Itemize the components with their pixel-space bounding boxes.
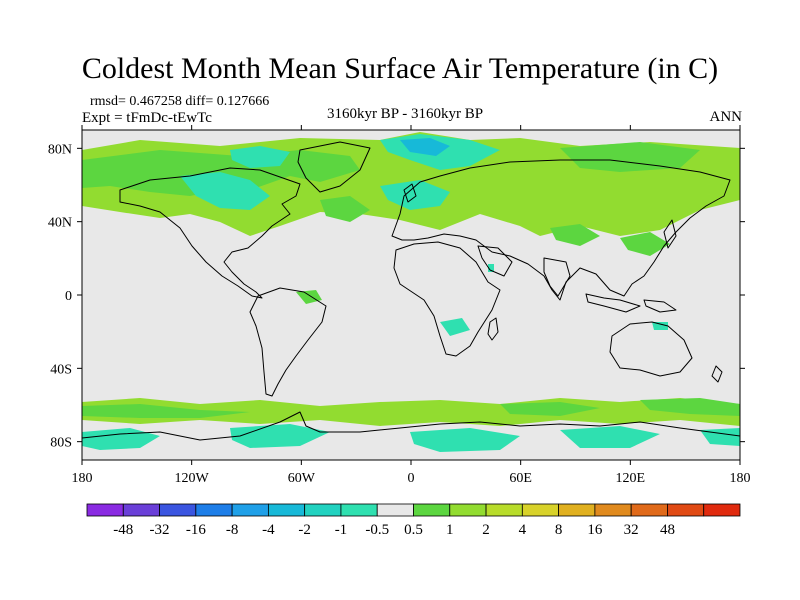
anomaly-patch xyxy=(180,172,270,210)
colorbar-swatch xyxy=(630,503,668,517)
stats-label: rmsd= 0.467258 diff= 0.127666 xyxy=(90,94,270,109)
anomaly-patch xyxy=(400,138,450,156)
colorbar-swatch xyxy=(159,503,197,517)
colorbar-label: -32 xyxy=(150,522,170,538)
coastline-south-america xyxy=(249,287,327,397)
colorbar-label: -4 xyxy=(262,522,275,538)
coastline-madagascar xyxy=(487,317,499,341)
coastline-indonesia xyxy=(585,293,641,313)
colorbar: -48 -32 -16 -8 -4 -2 -1 -0.5 0.5 1 2 4 8 16 32 48 xyxy=(86,503,741,538)
anomaly-patch xyxy=(82,404,250,418)
colorbar-swatch xyxy=(449,503,487,517)
colorbar-swatch xyxy=(231,503,269,517)
anomaly-patch xyxy=(230,424,330,448)
latitude-axis: 80N 40N 0 40S 80S xyxy=(48,142,745,451)
coastline-australia xyxy=(609,321,693,377)
lat-tick-label: 80N xyxy=(48,142,72,157)
colorbar-label: -16 xyxy=(186,522,206,538)
anomaly-patch xyxy=(620,232,670,256)
lat-tick-label: 80S xyxy=(50,436,72,451)
anomaly-patch xyxy=(550,224,600,246)
colorbar-swatch xyxy=(594,503,632,517)
anomaly-patch xyxy=(440,318,470,336)
anomaly-patch xyxy=(500,402,600,416)
coastline-africa xyxy=(393,241,501,357)
longitude-axis: 180 120W 60W 0 60E 120E 180 xyxy=(72,125,751,486)
colorbar-swatch xyxy=(304,503,342,517)
anomaly-patch xyxy=(640,398,740,416)
colorbar-swatch xyxy=(376,503,414,517)
coastline-greenland xyxy=(297,141,371,193)
map-area xyxy=(81,129,741,461)
colorbar-swatch xyxy=(340,503,378,517)
anomaly-patch xyxy=(380,180,450,210)
coastline-new-guinea xyxy=(643,299,677,313)
anomaly-patch xyxy=(410,428,520,452)
lon-tick-label: 180 xyxy=(72,471,93,486)
colorbar-label: -1 xyxy=(335,522,348,538)
colorbar-swatch xyxy=(485,503,523,517)
lon-tick-label: 60E xyxy=(509,471,532,486)
colorbar-label: 8 xyxy=(555,522,563,538)
anomaly-patch xyxy=(296,290,322,304)
lon-tick-label: 120E xyxy=(616,471,646,486)
coastline-japan xyxy=(663,219,677,249)
colorbar-label: -8 xyxy=(226,522,239,538)
lon-tick-label: 0 xyxy=(408,471,415,486)
colorbar-label: 16 xyxy=(587,522,603,538)
anomaly-patch xyxy=(82,428,160,450)
anomaly-patch xyxy=(230,146,290,168)
colorbar-swatch xyxy=(667,503,705,517)
colorbar-label: 1 xyxy=(446,522,454,538)
anomaly-patch xyxy=(560,426,660,448)
colorbar-label: 48 xyxy=(660,522,675,538)
colorbar-label: -0.5 xyxy=(365,522,389,538)
lat-tick-label: 0 xyxy=(65,289,72,304)
lat-tick-label: 40S xyxy=(50,362,72,377)
chart-title: Coldest Month Mean Surface Air Temperatu… xyxy=(81,52,719,85)
coastline-north-america xyxy=(119,167,301,299)
colorbar-swatch xyxy=(521,503,560,517)
colorbar-swatch xyxy=(558,503,596,517)
anomaly-patch xyxy=(320,196,370,222)
colorbar-label: 2 xyxy=(482,522,490,538)
colorbar-label: 0.5 xyxy=(404,522,423,538)
colorbar-label: 32 xyxy=(624,522,639,538)
lon-tick-label: 180 xyxy=(730,471,751,486)
colorbar-label: -2 xyxy=(298,522,311,538)
coastline-arabia xyxy=(477,245,513,277)
colorbar-swatch xyxy=(86,503,124,517)
coastlines xyxy=(82,141,740,441)
lat-tick-label: 40N xyxy=(48,216,72,231)
colorbar-swatch xyxy=(267,503,306,517)
lon-tick-label: 60W xyxy=(288,471,316,486)
colorbar-label: -48 xyxy=(113,522,133,538)
anomaly-patch xyxy=(652,322,668,330)
coastline-antarctica xyxy=(82,411,740,441)
coastline-new-zealand xyxy=(711,365,723,383)
period-label: 3160kyr BP - 3160kyr BP xyxy=(326,106,484,122)
lon-tick-label: 120W xyxy=(175,471,210,486)
anomaly-fields xyxy=(82,132,740,452)
colorbar-swatch xyxy=(122,503,160,517)
colorbar-swatch xyxy=(195,503,233,517)
coastline-british-isles xyxy=(403,183,417,203)
coastline-eurasia xyxy=(391,159,731,301)
anomaly-patch xyxy=(560,142,700,172)
colorbar-label: 4 xyxy=(519,522,527,538)
season-label: ANN xyxy=(709,109,743,125)
experiment-label: Expt = tFmDc-tEwTc xyxy=(82,110,212,126)
colorbar-swatch xyxy=(703,503,741,517)
coastline-india xyxy=(543,257,571,297)
colorbar-swatch xyxy=(413,503,451,517)
